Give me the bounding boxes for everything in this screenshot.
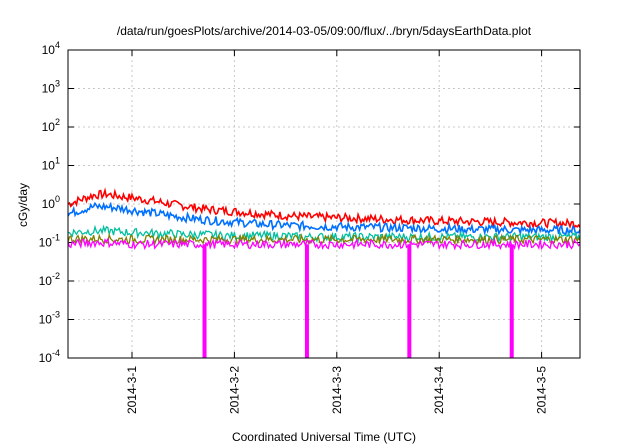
dropout-spike xyxy=(202,244,207,358)
series-line xyxy=(67,201,581,238)
y-tick-label: 102 xyxy=(42,117,60,134)
series-line xyxy=(67,187,581,230)
x-tick-label: 2014-3-2 xyxy=(227,366,241,414)
x-tick-label: 2014-3-3 xyxy=(330,366,344,414)
x-axis: 2014-3-1 2014-3-2 2014-3-3 2014-3-4 2014-3-5 xyxy=(125,50,549,414)
series-lines xyxy=(67,187,581,358)
y-tick-label: 10-2 xyxy=(39,271,60,288)
plot-frame xyxy=(67,49,581,359)
y-tick-label: 10-4 xyxy=(39,348,60,365)
y-tick-label: 104 xyxy=(42,40,60,57)
y-tick-label: 10-1 xyxy=(39,233,60,250)
y-axis: 10-4 10-3 10-2 10-1 100 101 102 103 104 xyxy=(39,40,580,365)
grid-lines xyxy=(68,50,580,358)
x-axis-label: Coordinated Universal Time (UTC) xyxy=(232,430,416,444)
y-axis-label: cGy/day xyxy=(16,183,30,227)
dropout-spike xyxy=(509,244,514,358)
y-tick-label: 101 xyxy=(42,156,60,173)
y-tick-label: 103 xyxy=(42,79,60,96)
dropout-spike xyxy=(407,244,412,358)
series-line xyxy=(67,232,581,247)
x-tick-label: 2014-3-4 xyxy=(432,366,446,414)
chart-title: /data/run/goesPlots/archive/2014-03-05/0… xyxy=(117,24,532,38)
x-tick-label: 2014-3-5 xyxy=(535,366,549,414)
dropout-spike xyxy=(304,244,309,358)
series-line xyxy=(67,237,581,251)
x-tick-label: 2014-3-1 xyxy=(125,366,139,414)
y-tick-label: 10-3 xyxy=(39,310,60,327)
y-tick-label: 100 xyxy=(42,194,60,211)
